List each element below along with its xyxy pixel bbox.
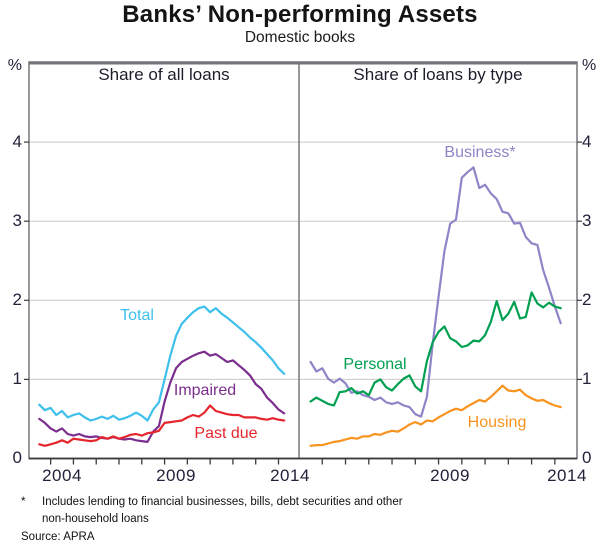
y-tick-left-0: 0 <box>12 448 22 467</box>
series-label-past-due: Past due <box>194 425 258 442</box>
source-text: Source: APRA <box>21 531 95 543</box>
footnote-line-1: Includes lending to financial businesses… <box>42 496 403 508</box>
y-tick-left-4: 4 <box>12 132 22 151</box>
y-tick-right-2: 2 <box>582 290 592 309</box>
y-tick-right-4: 4 <box>582 132 592 151</box>
series-line-total <box>38 305 286 422</box>
series-label-housing: Housing <box>467 414 527 431</box>
y-axis-unit-right: % <box>582 57 597 74</box>
chart-subtitle: Domestic books <box>244 29 356 46</box>
chart-title: Banks’ Non-performing Assets <box>122 1 478 28</box>
y-tick-right-0: 0 <box>582 448 592 467</box>
footnote-asterisk: * <box>21 496 26 508</box>
x-tick-right-2009: 2009 <box>430 466 470 485</box>
panel-left-header: Share of all loans <box>98 65 230 84</box>
series-line-past-due <box>38 404 286 447</box>
series-line-impaired <box>38 350 286 443</box>
series-label-total: Total <box>120 307 154 324</box>
series-label-personal: Personal <box>343 356 407 373</box>
y-tick-left-2: 2 <box>12 290 22 309</box>
series-line-business <box>309 166 562 418</box>
y-axis-unit-left: % <box>7 57 22 74</box>
x-tick-left-2009: 2009 <box>156 466 196 485</box>
x-tick-left-2004: 2004 <box>42 466 82 485</box>
y-tick-left-1: 1 <box>12 369 22 388</box>
y-tick-left-3: 3 <box>12 211 22 230</box>
series-label-business: Business* <box>444 144 516 161</box>
x-tick-right-2014: 2014 <box>547 466 587 485</box>
footnote-line-2: non-household loans <box>42 513 149 525</box>
series-line-housing <box>309 384 562 447</box>
x-tick-left-2014: 2014 <box>270 466 310 485</box>
panel-right-header: Share of loans by type <box>353 65 523 84</box>
series-line-personal <box>309 291 562 407</box>
y-tick-right-3: 3 <box>582 211 592 230</box>
plot-border <box>28 61 578 460</box>
y-tick-right-1: 1 <box>582 369 592 388</box>
series-label-impaired: Impaired <box>173 382 237 399</box>
